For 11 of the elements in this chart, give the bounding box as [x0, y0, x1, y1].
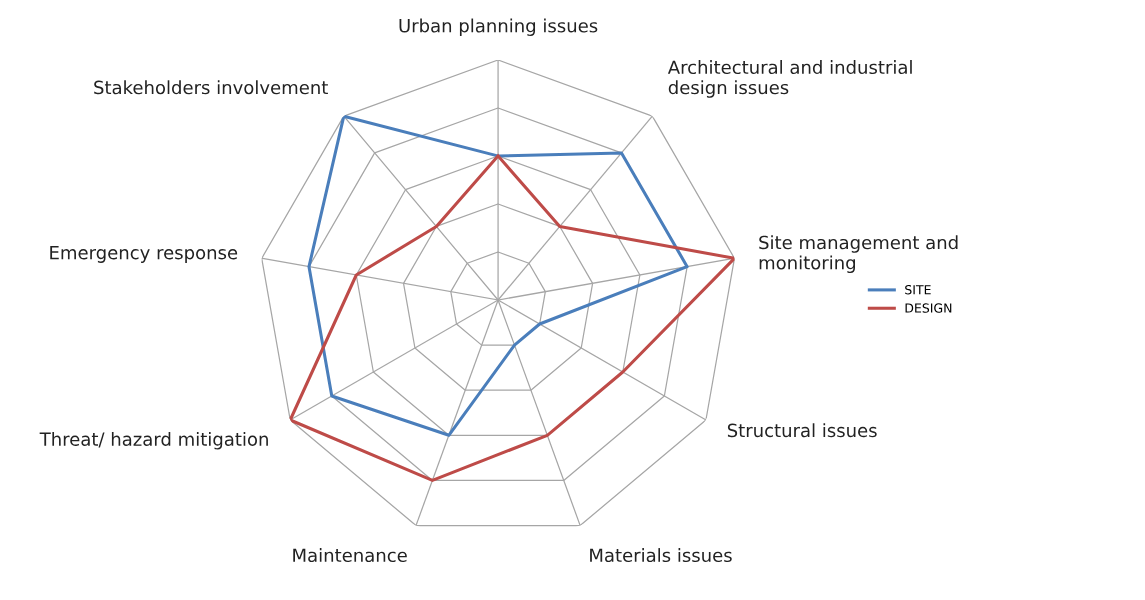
spoke-label: Site management and monitoring: [759, 235, 958, 273]
spoke-label: Urban planning issues: [399, 18, 598, 36]
legend-label: DESIGN: [905, 303, 952, 313]
spoke-label: Stakeholders involvement: [94, 80, 328, 95]
spoke-label: Emergency response: [50, 245, 238, 263]
legend-label: SITE: [905, 285, 931, 295]
spoke-label: Maintenance: [293, 548, 407, 563]
spoke-label: Structural issues: [727, 423, 877, 438]
spoke-label: Materials issues: [590, 548, 732, 563]
spoke-label: Threat/ hazard mitigation: [39, 432, 268, 450]
spoke-label: Architectural and industrial design issues: [667, 60, 912, 98]
